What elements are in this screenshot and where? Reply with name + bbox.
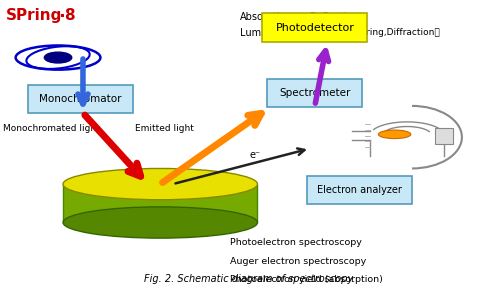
Text: Emitted light: Emitted light	[136, 124, 194, 133]
Text: Photodetector: Photodetector	[276, 23, 354, 33]
Text: SPring: SPring	[6, 8, 62, 23]
FancyBboxPatch shape	[308, 176, 412, 204]
Text: Spectrometer: Spectrometer	[279, 88, 350, 98]
FancyBboxPatch shape	[28, 85, 133, 113]
Text: Absorption: Absorption	[240, 12, 293, 22]
Text: Monochromated light: Monochromated light	[3, 124, 100, 133]
Text: Monochromator: Monochromator	[39, 94, 121, 104]
Text: Fig. 2. Schematic diagram of spectroscopy.: Fig. 2. Schematic diagram of spectroscop…	[144, 274, 356, 284]
Text: Photoelectron yield (absorption): Photoelectron yield (absorption)	[230, 275, 383, 284]
Text: ·: ·	[58, 8, 65, 26]
Text: Photoelectron spectroscopy: Photoelectron spectroscopy	[230, 238, 362, 247]
Ellipse shape	[63, 207, 258, 238]
Text: e⁻: e⁻	[250, 150, 261, 160]
Polygon shape	[63, 184, 258, 222]
Ellipse shape	[44, 52, 72, 63]
FancyBboxPatch shape	[262, 13, 367, 42]
Text: Electron analyzer: Electron analyzer	[318, 185, 402, 195]
Text: Luminescence: Luminescence	[240, 28, 310, 38]
Text: （Light scattering,Diffraction）: （Light scattering,Diffraction）	[308, 28, 440, 37]
Text: Auger electron spectroscopy: Auger electron spectroscopy	[230, 257, 366, 265]
FancyBboxPatch shape	[436, 128, 454, 144]
Text: Reflection: Reflection	[310, 12, 358, 22]
FancyBboxPatch shape	[268, 79, 362, 107]
Text: 8: 8	[64, 8, 75, 23]
Ellipse shape	[63, 168, 258, 200]
Ellipse shape	[378, 130, 411, 139]
